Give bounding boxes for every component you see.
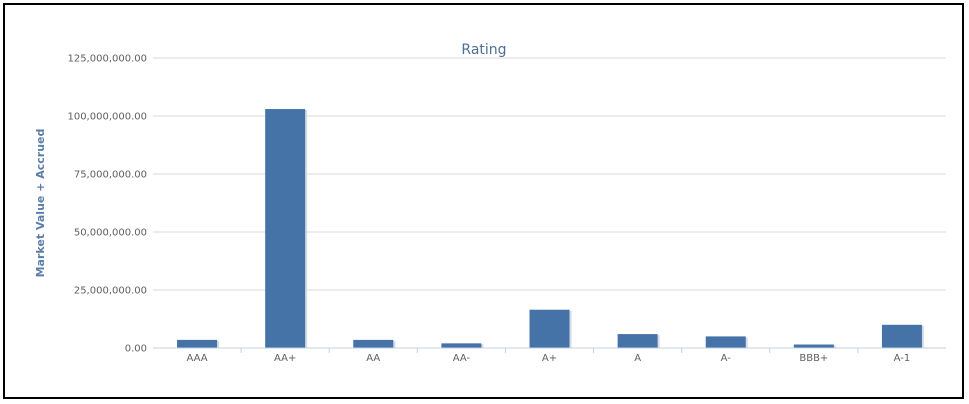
x-tick-label: A+ — [542, 353, 557, 364]
y-axis-label: Market Value + Accrued — [34, 129, 47, 278]
bar-BBB+ — [793, 344, 834, 348]
chart-title: Rating — [461, 42, 506, 58]
y-tick-label: 125,000,000.00 — [67, 54, 147, 65]
bar-A — [617, 334, 658, 348]
x-tick-label: A — [634, 353, 641, 364]
x-tick-label: A- — [721, 353, 732, 364]
chart-frame — [3, 3, 964, 399]
y-tick-label: 100,000,000.00 — [67, 112, 147, 123]
bars — [177, 109, 924, 348]
x-tick-label: AA- — [453, 353, 471, 364]
bar-AA- — [441, 343, 482, 348]
x-axis — [153, 347, 946, 353]
bar-AAA — [177, 339, 218, 348]
y-tick-label: 50,000,000.00 — [74, 228, 147, 239]
bar-A+ — [529, 309, 570, 348]
bar-A-1 — [881, 324, 922, 348]
y-tick-labels: 0.00 25,000,000.00 50,000,000.00 75,000,000… — [67, 54, 147, 355]
x-tick-label: AA+ — [274, 353, 296, 364]
bar-AA — [353, 339, 394, 348]
y-tick-label: 25,000,000.00 — [74, 286, 147, 297]
y-tick-label: 75,000,000.00 — [74, 170, 147, 181]
x-tick-label: AA — [366, 353, 380, 364]
y-tick-label: 0.00 — [125, 344, 147, 355]
bar-AA+ — [265, 109, 306, 348]
x-tick-label: A-1 — [894, 353, 911, 364]
x-tick-label: BBB+ — [799, 353, 828, 364]
x-tick-label: AAA — [187, 353, 208, 364]
bar-A- — [705, 336, 746, 348]
x-tick-labels: AAA AA+ AA AA- A+ A A- BBB+ A-1 — [187, 353, 911, 364]
